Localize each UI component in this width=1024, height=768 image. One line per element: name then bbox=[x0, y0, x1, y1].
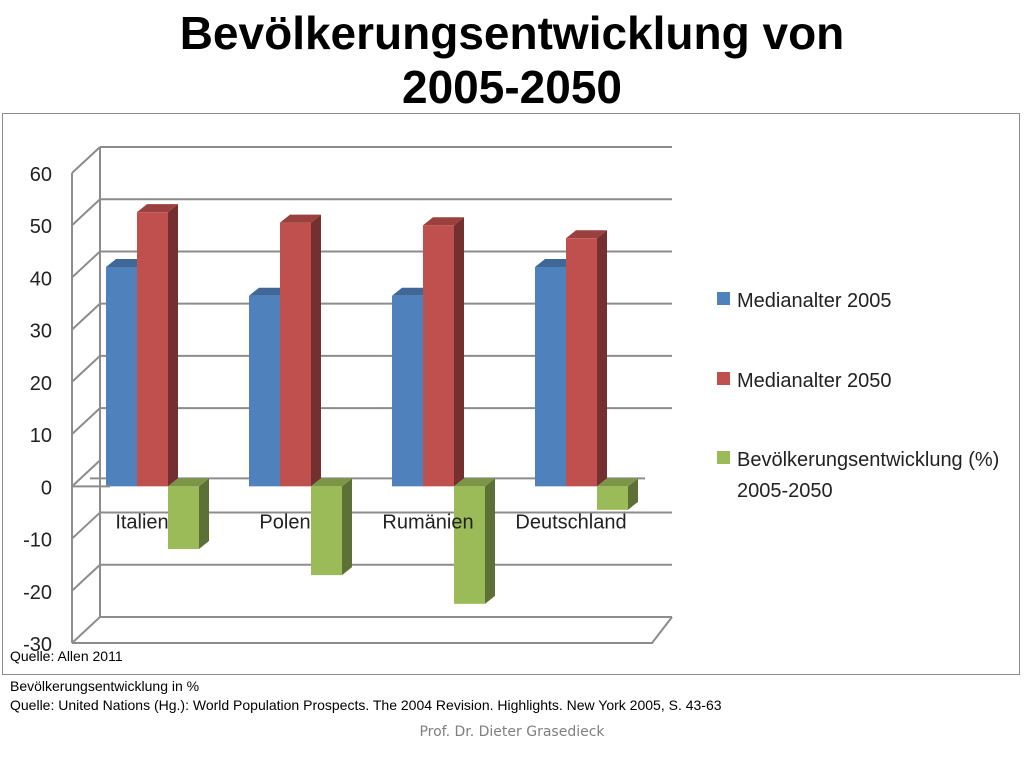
bar-side-3-2 bbox=[628, 478, 638, 510]
legend-swatch-1 bbox=[717, 372, 730, 385]
source-note: Quelle: Allen 2011 bbox=[10, 648, 123, 664]
bar-top-1-2 bbox=[311, 478, 352, 487]
bar-3-2 bbox=[597, 478, 638, 510]
chart-frame bbox=[2, 113, 1020, 675]
legend-label-2: Bevölkerungsentwicklung (%) bbox=[737, 449, 999, 471]
y-tick-label-5: 10 bbox=[30, 425, 52, 447]
grid-depth-1 bbox=[71, 198, 101, 226]
legend-label-1: Medianalter 2050 bbox=[737, 370, 892, 392]
bar-top-2-1 bbox=[423, 217, 464, 226]
y-tick-label-3: 30 bbox=[30, 321, 52, 343]
y-tick-label-6: 0 bbox=[41, 477, 52, 499]
bar-top-0-2 bbox=[168, 478, 209, 487]
bar-top-1-1 bbox=[280, 214, 321, 223]
bar-1-2 bbox=[311, 478, 352, 576]
x-category-label-0: Italien bbox=[115, 511, 168, 533]
bar-2-1 bbox=[423, 217, 464, 487]
grid-depth-9 bbox=[71, 616, 101, 644]
bar-front-0-2 bbox=[168, 486, 199, 549]
grid-depth-2 bbox=[71, 250, 101, 279]
x-category-label-2: Rumänien bbox=[382, 511, 473, 533]
grid-depth-6 bbox=[71, 459, 101, 488]
y-tick-label-0: 60 bbox=[30, 164, 52, 186]
y-tick-label-9: -30 bbox=[23, 634, 52, 656]
bar-side-2-1 bbox=[454, 217, 464, 487]
bar-front-1-1 bbox=[280, 222, 311, 487]
bar-front-2-2 bbox=[454, 486, 485, 604]
bar-front-0-0 bbox=[106, 267, 137, 487]
bar-side-1-2 bbox=[342, 478, 352, 576]
bar-0-1 bbox=[137, 204, 178, 487]
y-tick-label-4: 20 bbox=[30, 373, 52, 395]
bar-top-0-1 bbox=[137, 204, 178, 213]
slide-title-line2: 2005-2050 bbox=[402, 61, 622, 113]
y-tick-label-1: 50 bbox=[30, 216, 52, 238]
y-tick-label-8: -20 bbox=[23, 582, 52, 604]
bar-front-3-1 bbox=[566, 238, 597, 487]
grid-depth-8 bbox=[71, 564, 101, 592]
bar-side-0-2 bbox=[199, 478, 209, 549]
slide-title: Bevölkerungsentwicklung von 2005-2050 bbox=[0, 6, 1024, 114]
note-population-unit: Bevölkerungsentwicklung in % bbox=[10, 678, 200, 694]
legend-swatch-2 bbox=[717, 451, 730, 464]
legend-label-0: Medianalter 2005 bbox=[737, 290, 892, 312]
bar-side-2-2 bbox=[485, 478, 495, 604]
bar-top-2-0 bbox=[392, 287, 433, 296]
note-un-source: Quelle: United Nations (Hg.): World Popu… bbox=[10, 697, 722, 713]
grid-depth-0 bbox=[71, 146, 101, 174]
grid-depth-3 bbox=[71, 302, 101, 331]
x-category-label-3: Deutschland bbox=[515, 511, 626, 533]
bar-front-3-2 bbox=[597, 486, 628, 510]
bar-front-2-1 bbox=[423, 225, 454, 487]
bar-top-3-1 bbox=[566, 230, 607, 239]
bar-front-1-0 bbox=[249, 295, 280, 487]
bar-side-1-1 bbox=[311, 214, 321, 487]
bar-front-2-0 bbox=[392, 295, 423, 487]
legend-swatch-0 bbox=[717, 292, 730, 305]
bar-side-0-1 bbox=[168, 204, 178, 487]
bar-top-1-0 bbox=[249, 287, 290, 296]
grid-depth-4 bbox=[71, 355, 101, 383]
floor-edge bbox=[72, 616, 673, 644]
slide-title-line1: Bevölkerungsentwicklung von bbox=[179, 7, 845, 59]
bar-front-0-1 bbox=[137, 212, 168, 487]
bar-0-2 bbox=[168, 478, 209, 549]
bar-top-2-2 bbox=[454, 478, 495, 487]
x-category-label-1: Polen bbox=[259, 511, 310, 533]
y-tick-label-2: 40 bbox=[30, 268, 52, 290]
bar-front-1-2 bbox=[311, 486, 342, 576]
bar-1-1 bbox=[280, 214, 321, 487]
bar-top-3-0 bbox=[535, 259, 576, 267]
bar-top-3-2 bbox=[597, 478, 638, 487]
grid-depth-7 bbox=[71, 511, 101, 540]
chart-svg: 60 50 40 30 20 10 0 -10 -20 -30 Italien Polen Rumäni… bbox=[23, 146, 999, 656]
bar-top-0-0 bbox=[106, 259, 147, 267]
bar-side-3-1 bbox=[597, 230, 607, 487]
footer-author: Prof. Dr. Dieter Grasedieck bbox=[419, 724, 605, 740]
grid-depth-5 bbox=[71, 407, 101, 435]
bar-3-1 bbox=[566, 230, 607, 487]
bar-front-3-0 bbox=[535, 267, 566, 487]
legend-label-3: 2005-2050 bbox=[737, 480, 833, 502]
bar-2-2 bbox=[454, 478, 495, 604]
y-tick-label-7: -10 bbox=[23, 530, 52, 552]
